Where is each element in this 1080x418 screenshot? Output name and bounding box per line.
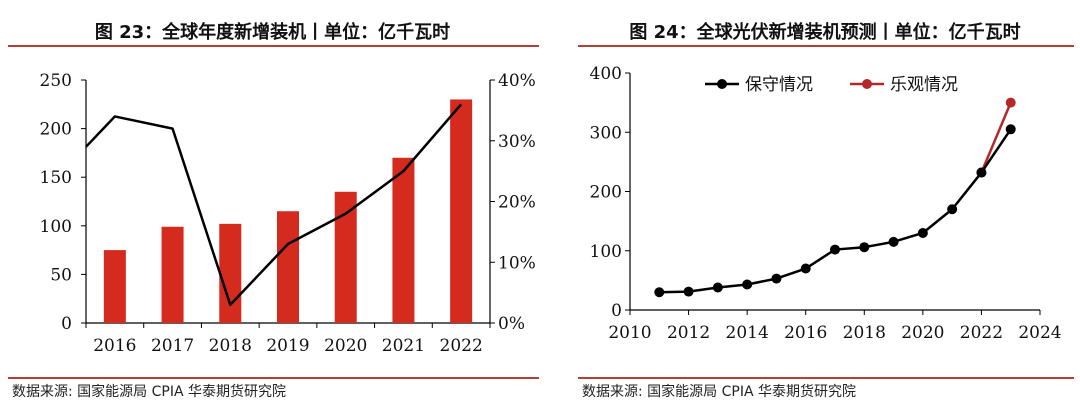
data-point bbox=[742, 279, 753, 290]
data-point bbox=[859, 242, 870, 253]
y2-tick-label: 0% bbox=[498, 314, 525, 334]
source-note: 数据来源: 国家能源局 CPIA 华泰期货研究院 bbox=[12, 384, 286, 400]
legend-swatch-marker bbox=[717, 79, 727, 89]
data-point bbox=[830, 244, 840, 255]
y-tick-label: 0 bbox=[61, 314, 72, 334]
bar bbox=[219, 223, 242, 323]
forecast-line-chart: 0 100 200 300 400 2010 2012 2014 2016 2018 2020 202… bbox=[590, 64, 1062, 343]
bar bbox=[392, 157, 415, 323]
x-tick-label: 2020 bbox=[324, 336, 367, 356]
x-tick-label: 2019 bbox=[266, 336, 309, 356]
data-point bbox=[712, 282, 723, 293]
source-rule bbox=[578, 377, 1074, 379]
x-tick-label: 2012 bbox=[667, 323, 710, 343]
data-point bbox=[800, 263, 811, 274]
legend-label: 保守情况 bbox=[745, 75, 813, 95]
title-rule bbox=[578, 45, 1074, 47]
title-rule bbox=[8, 45, 539, 47]
y2-tick-label: 10% bbox=[498, 253, 536, 273]
data-point bbox=[976, 167, 987, 178]
y-tick-label: 300 bbox=[590, 123, 622, 143]
bar-line-chart: 0 50 100 150 200 250 0% 10% 20% 30% 40% 2016 2017 201… bbox=[40, 71, 536, 356]
x-tick-label: 2014 bbox=[726, 323, 769, 343]
bar bbox=[161, 226, 184, 323]
chart-title: 图 24：全球光伏新增装机预测丨单位：亿千瓦时 bbox=[629, 22, 1021, 43]
data-point bbox=[1005, 97, 1016, 108]
y-tick-label: 150 bbox=[40, 168, 72, 188]
chart-title: 图 23：全球年度新增装机丨单位：亿千瓦时 bbox=[94, 22, 451, 43]
y2-tick-label: 20% bbox=[498, 193, 536, 213]
x-tick-label: 2022 bbox=[440, 336, 483, 356]
data-point bbox=[654, 287, 665, 298]
y-tick-label: 200 bbox=[40, 120, 72, 140]
x-tick-label: 2024 bbox=[1018, 323, 1061, 343]
y2-tick-label: 30% bbox=[498, 132, 536, 152]
y-tick-label: 200 bbox=[590, 183, 622, 203]
y-tick-label: 400 bbox=[590, 64, 622, 84]
x-tick-label: 2010 bbox=[608, 323, 651, 343]
x-tick-label: 2017 bbox=[151, 336, 194, 356]
bar bbox=[450, 99, 473, 323]
legend-label: 乐观情况 bbox=[890, 75, 958, 95]
y-tick-label: 100 bbox=[40, 217, 72, 237]
legend-swatch-marker bbox=[862, 79, 872, 89]
source-rule bbox=[8, 377, 539, 379]
y-tick-label: 100 bbox=[590, 242, 622, 262]
source-note: 数据来源: 国家能源局 CPIA 华泰期货研究院 bbox=[582, 384, 856, 400]
series-line bbox=[659, 128, 1012, 294]
x-tick-label: 2020 bbox=[901, 323, 944, 343]
bar bbox=[277, 211, 299, 323]
x-tick-label: 2018 bbox=[843, 323, 886, 343]
data-point bbox=[683, 286, 694, 297]
x-tick-label: 2022 bbox=[960, 323, 1003, 343]
y-tick-label: 250 bbox=[40, 71, 72, 91]
bar bbox=[103, 250, 126, 323]
growth-rate-line bbox=[85, 103, 463, 307]
x-tick-label: 2018 bbox=[209, 336, 252, 356]
data-point bbox=[947, 204, 958, 215]
series-line bbox=[980, 102, 1012, 174]
data-point bbox=[1005, 124, 1016, 135]
x-tick-label: 2016 bbox=[93, 336, 136, 356]
data-point bbox=[917, 227, 928, 238]
y-tick-label: 0 bbox=[611, 301, 622, 321]
bar bbox=[334, 191, 357, 323]
chart-panel-forecast: 图 24：全球光伏新增装机预测丨单位：亿千瓦时 0 100 200 300 400 201… bbox=[570, 0, 1080, 418]
x-tick-label: 2016 bbox=[784, 323, 827, 343]
data-point bbox=[771, 273, 782, 284]
chart-panel-annual-installs: 图 23：全球年度新增装机丨单位：亿千瓦时 0 50 100 150 200 250 0% 1… bbox=[8, 22, 539, 400]
y-tick-label: 50 bbox=[50, 265, 72, 285]
y2-tick-label: 40% bbox=[498, 71, 536, 91]
x-tick-label: 2021 bbox=[382, 336, 425, 356]
data-point bbox=[888, 236, 899, 247]
